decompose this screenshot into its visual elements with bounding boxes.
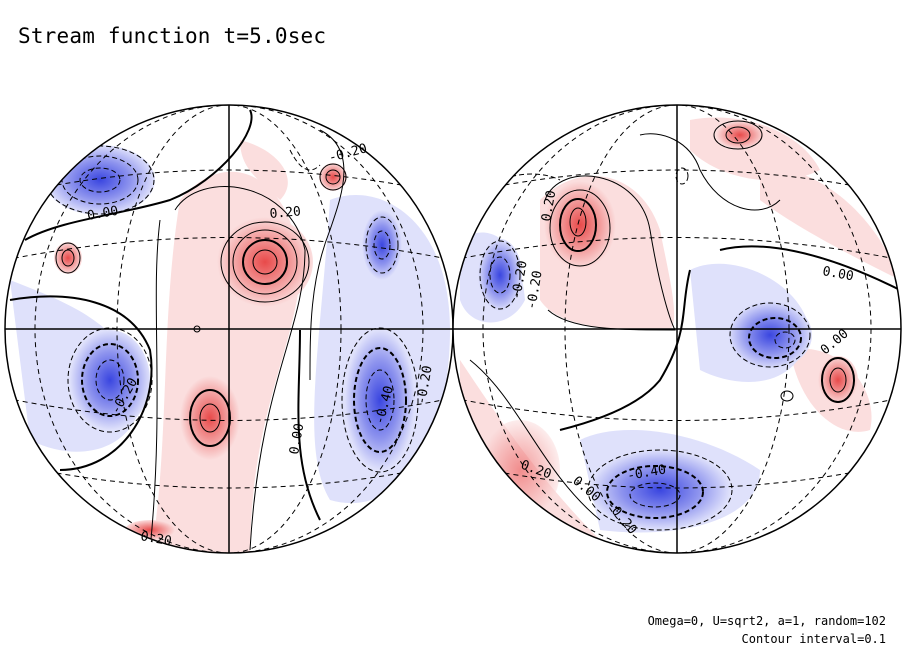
contour-label: -0.20 (509, 260, 531, 301)
contour-label: 0.20 (539, 189, 559, 222)
parameters-note: Omega=0, U=sqrt2, a=1, random=102 (647, 614, 886, 628)
left-hemisphere (4, 104, 454, 554)
contour-label: 0.00 (287, 422, 307, 455)
contour-label: 0.20 (269, 204, 302, 222)
right-hemisphere (452, 104, 902, 554)
right-contours (469, 120, 901, 521)
right-negative-contours (469, 167, 811, 531)
contour-label: -0.20 (414, 365, 436, 406)
contour-label: 0.00 (86, 204, 119, 224)
plot-title: Stream function t=5.0sec (18, 24, 327, 48)
left-center-marker (193, 325, 201, 333)
contour-interval-note: Contour interval=0.1 (741, 632, 887, 646)
contour-label: -0.20 (524, 270, 546, 311)
contour-label: 0.20 (139, 529, 172, 549)
contour-label: -0.40 (626, 462, 667, 484)
contour-label: 0.00 (821, 264, 854, 284)
